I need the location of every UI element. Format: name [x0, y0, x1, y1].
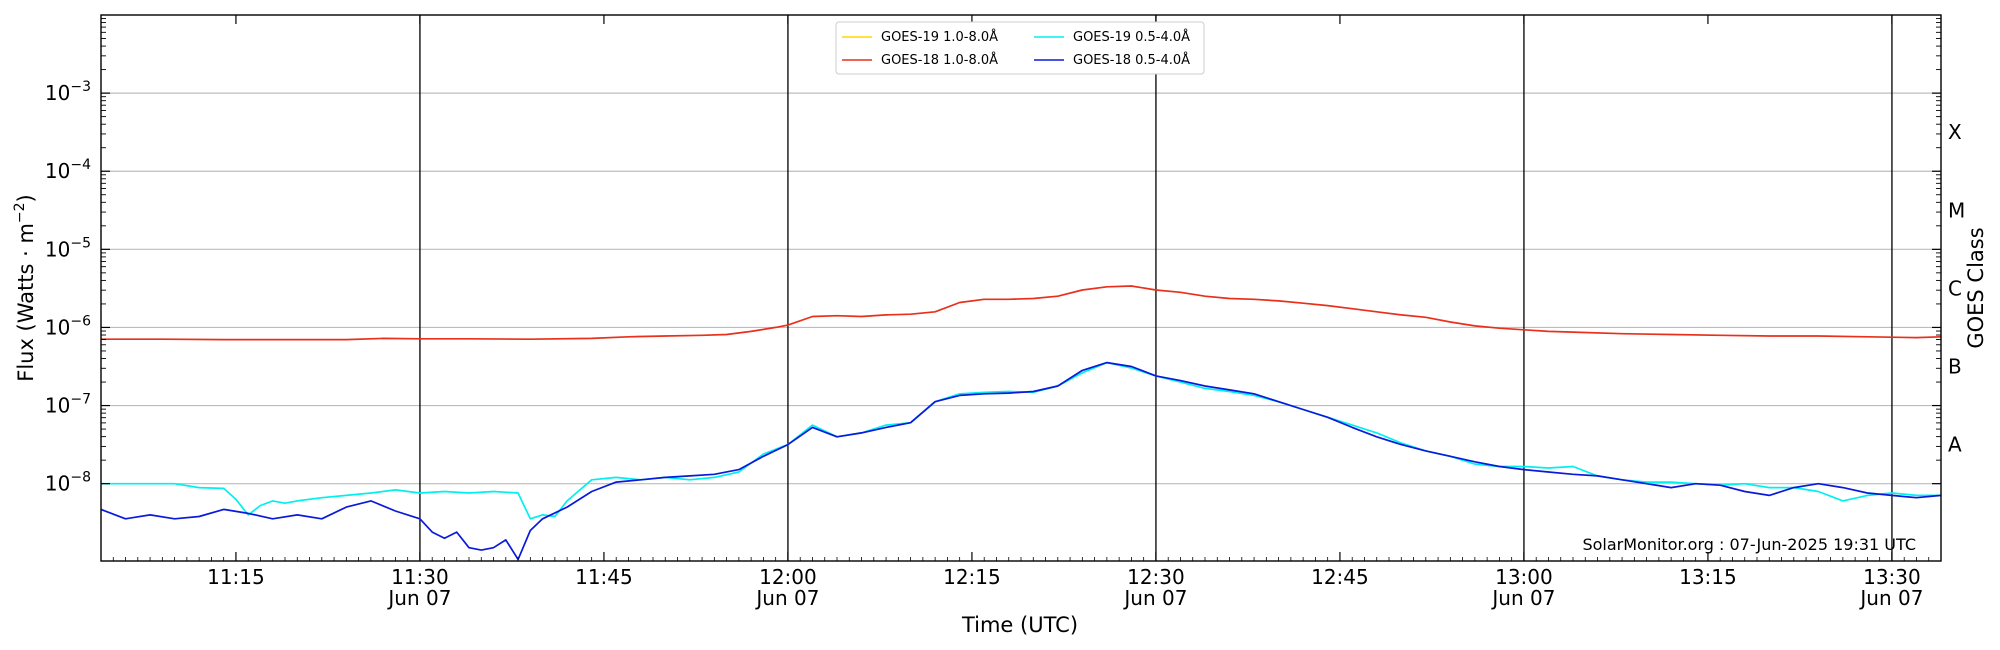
x-tick-label-3: 12:00	[759, 565, 817, 589]
x-tick-label-4: 12:15	[943, 565, 1001, 589]
goes-class-B: B	[1948, 355, 1962, 379]
x-tick-date-1: Jun 07	[386, 586, 451, 610]
y-tick-label-1: 10−7	[45, 392, 91, 418]
goes-class-A: A	[1948, 433, 1962, 457]
y2-axis-title: GOES Class	[1964, 227, 1988, 348]
goes-class-C: C	[1948, 276, 1962, 300]
legend-box	[835, 21, 1205, 75]
x-axis-title: Time (UTC)	[961, 613, 1078, 637]
goes-class-M: M	[1948, 198, 1965, 222]
x-tick-label-5: 12:30	[1127, 565, 1185, 589]
legend-label-goes18-long: GOES-18 1.0-8.0Å	[881, 52, 998, 68]
x-tick-label-2: 11:45	[575, 565, 633, 589]
legend-label-goes19-long: GOES-19 1.0-8.0Å	[881, 29, 998, 45]
legend-label-goes19-short: GOES-19 0.5-4.0Å	[1073, 29, 1190, 45]
x-tick-label-7: 13:00	[1495, 565, 1553, 589]
y-axis-title: Flux (Watts · m−2)	[12, 194, 38, 382]
series-goes18-long	[101, 285, 1942, 341]
series-goes18-short	[100, 361, 1942, 561]
y-tick-label-5: 10−3	[45, 79, 91, 105]
x-tick-label-0: 11:15	[207, 565, 265, 589]
x-tick-date-7: Jun 07	[1490, 586, 1555, 610]
x-tick-date-3: Jun 07	[754, 586, 819, 610]
goes-class-labels: A B C M X	[1948, 120, 1965, 456]
goes-class-X: X	[1948, 120, 1962, 144]
grid-lines	[101, 92, 1941, 485]
x-tick-label-8: 13:15	[1679, 565, 1737, 589]
y-axis-ticks: 10−8 10−7 10−6 10−5 10−4 10−3	[45, 18, 1941, 496]
legend-label-goes18-short: GOES-18 0.5-4.0Å	[1073, 52, 1190, 68]
x-tick-label-1: 11:30	[391, 565, 449, 589]
x-tick-label-9: 13:30	[1863, 565, 1921, 589]
y-tick-label-0: 10−8	[45, 470, 91, 496]
y-tick-label-4: 10−4	[45, 157, 91, 183]
y-tick-label-2: 10−6	[45, 313, 91, 339]
x-tick-date-9: Jun 07	[1858, 586, 1923, 610]
footer-credit: SolarMonitor.org : 07-Jun-2025 19:31 UTC	[1582, 535, 1916, 554]
legend: GOES-19 1.0-8.0Å GOES-18 1.0-8.0Å GOES-1…	[835, 21, 1205, 75]
series-layer	[100, 285, 1942, 561]
y-tick-label-3: 10−5	[45, 235, 91, 261]
x-tick-label-6: 12:45	[1311, 565, 1369, 589]
x-tick-date-5: Jun 07	[1122, 586, 1187, 610]
plot-background	[101, 15, 1941, 561]
